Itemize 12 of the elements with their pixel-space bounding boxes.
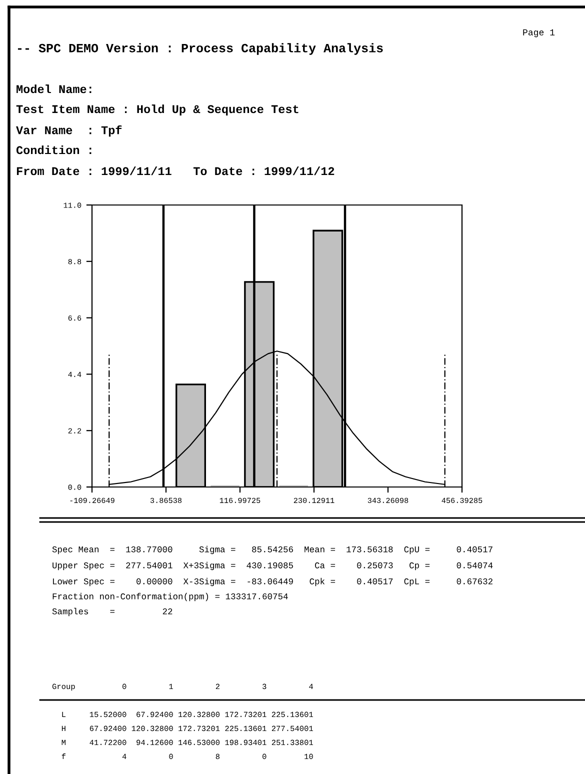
text: Var Name : Tpf	[16, 125, 122, 137]
text: Upper Spec = 277.54001 X+3Sigma = 430.19085 Ca = 0.25073 Cp = 0.54074	[52, 562, 493, 570]
text: Page 1	[523, 29, 555, 38]
text: Samples = 22	[52, 608, 172, 616]
chart-title: -- SPC DEMO Version : Process Capability Analysis	[18, 43, 383, 55]
text: Spec Mean = 138.77000 Sigma = 85.54256 Mean = 173.56318 CpU = 0.40517	[52, 546, 492, 554]
text: Test Item Name : Hold Up & Sequence Test	[16, 104, 298, 116]
text: Fraction non-Conformation(ppm) = 133317.60754	[52, 592, 288, 602]
text: From Date : 1999/11/11 To Date : 1999/11/12	[16, 166, 334, 176]
text: Lower Spec = 0.00000 X-3Sigma = -83.06449 Cpk = 0.40517 CpL = 0.67632	[53, 578, 492, 586]
text: Model Name:	[16, 84, 92, 94]
text: Condition :	[16, 145, 92, 154]
